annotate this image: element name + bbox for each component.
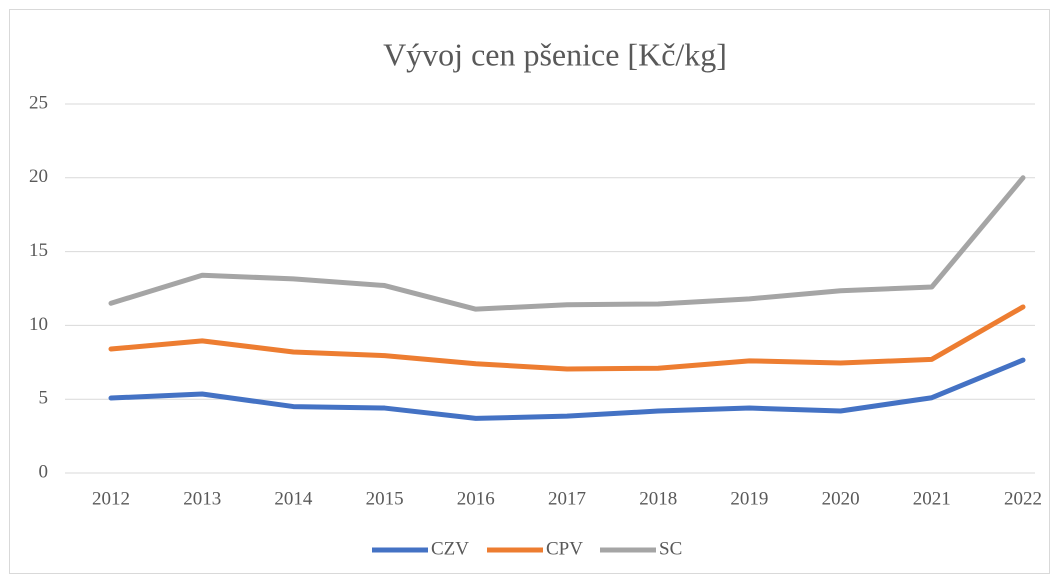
chart-title: Vývoj cen pšenice [Kč/kg] [383, 36, 727, 72]
x-tick-label: 2012 [92, 488, 130, 509]
x-tick-label: 2013 [183, 488, 221, 509]
y-tick-label: 10 [29, 314, 48, 335]
x-tick-label: 2015 [366, 488, 404, 509]
legend-label: CPV [546, 538, 583, 559]
line-series [108, 304, 1026, 372]
x-tick-label: 2017 [548, 488, 586, 509]
chart-border [9, 9, 1050, 574]
y-tick-label: 0 [39, 461, 49, 482]
y-tick-label: 25 [29, 92, 48, 113]
legend-label: CZV [431, 538, 469, 559]
x-tick-label: 2022 [1004, 488, 1042, 509]
x-tick-label: 2021 [913, 488, 951, 509]
legend-label: SC [659, 538, 682, 559]
x-tick-label: 2019 [730, 488, 768, 509]
line-series [108, 357, 1026, 421]
y-tick-label: 20 [29, 166, 48, 187]
x-tick-label: 2016 [457, 488, 495, 509]
y-tick-label: 15 [29, 240, 48, 261]
x-tick-label: 2014 [274, 488, 313, 509]
x-tick-label: 2018 [639, 488, 677, 509]
y-tick-label: 5 [39, 388, 49, 409]
line-series [108, 175, 1026, 312]
x-tick-label: 2020 [822, 488, 860, 509]
